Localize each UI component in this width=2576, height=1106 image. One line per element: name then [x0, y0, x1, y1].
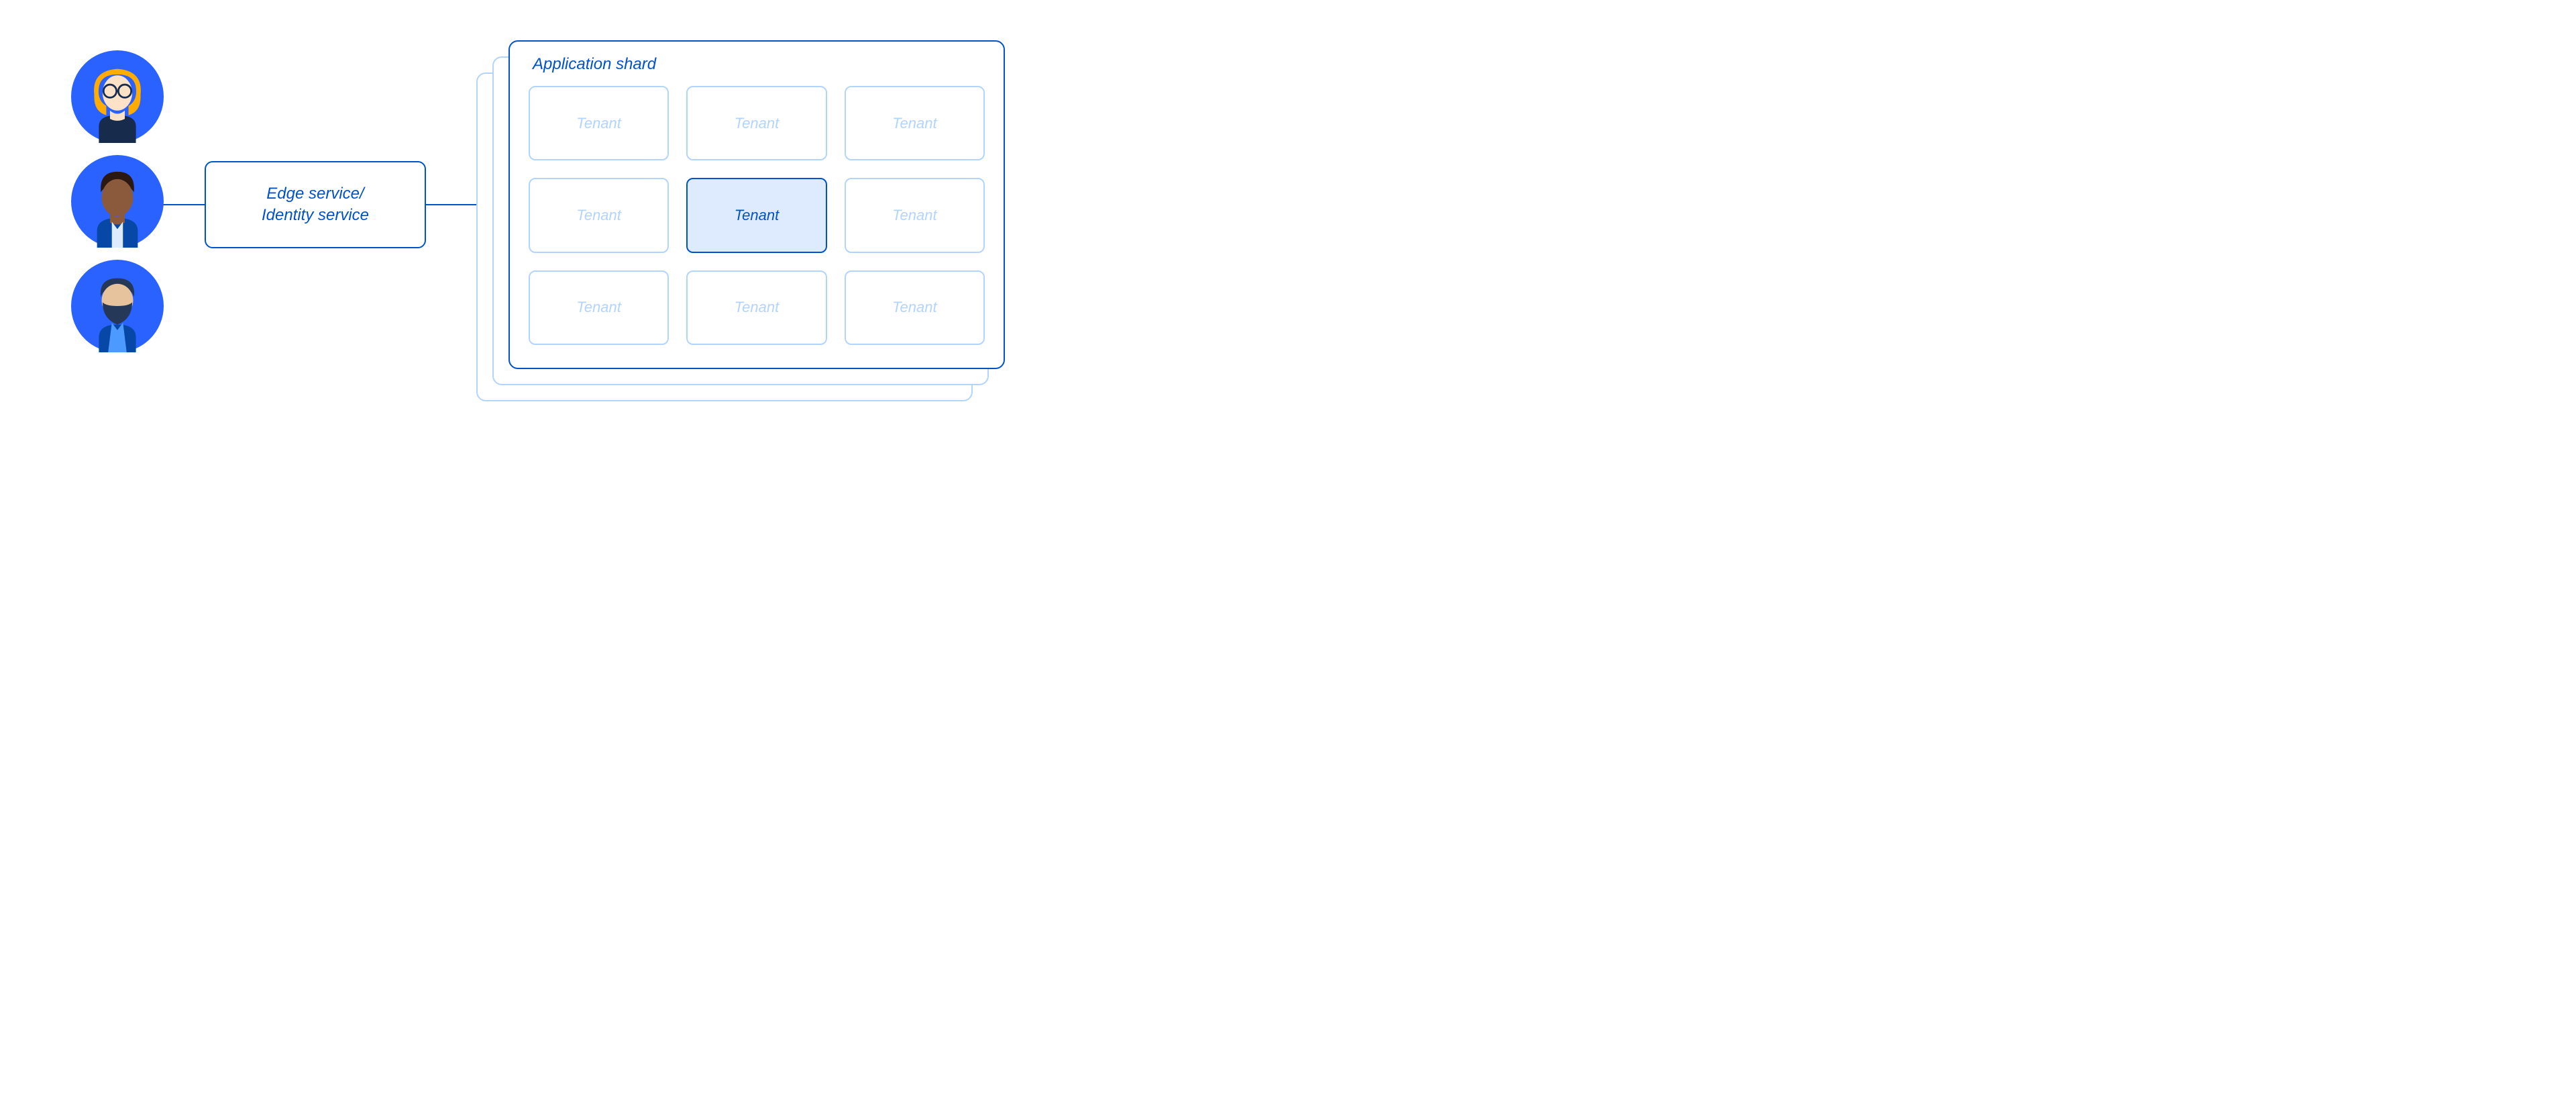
- avatar-user-1: [71, 50, 164, 143]
- tenant-cell: Tenant: [845, 270, 985, 345]
- tenant-cell: Tenant: [686, 270, 826, 345]
- tenant-cell: Tenant: [686, 86, 826, 160]
- edge-service-label: Edge service/ Identity service: [262, 183, 369, 227]
- tenant-grid: Tenant Tenant Tenant Tenant Tenant Tenan…: [529, 86, 985, 345]
- users-column: [70, 50, 164, 352]
- avatar-user-3: [71, 260, 164, 352]
- tenant-cell: Tenant: [529, 86, 669, 160]
- edge-service-label-line1: Edge service/: [266, 185, 364, 203]
- architecture-diagram: Edge service/ Identity service Applicati…: [0, 0, 1046, 443]
- shard-card-front: Application shard Tenant Tenant Tenant T…: [508, 40, 1005, 369]
- tenant-cell: Tenant: [529, 270, 669, 345]
- connector-edge-to-shard: [426, 204, 480, 205]
- tenant-cell: Tenant: [845, 86, 985, 160]
- tenant-cell: Tenant: [845, 178, 985, 252]
- avatar-user-2: [71, 155, 164, 248]
- edge-service-label-line2: Identity service: [262, 206, 369, 224]
- edge-service-box: Edge service/ Identity service: [205, 161, 426, 248]
- tenant-cell-highlighted: Tenant: [686, 178, 826, 252]
- shard-title: Application shard: [533, 55, 985, 74]
- connector-avatars-to-edge: [158, 204, 208, 205]
- tenant-cell: Tenant: [529, 178, 669, 252]
